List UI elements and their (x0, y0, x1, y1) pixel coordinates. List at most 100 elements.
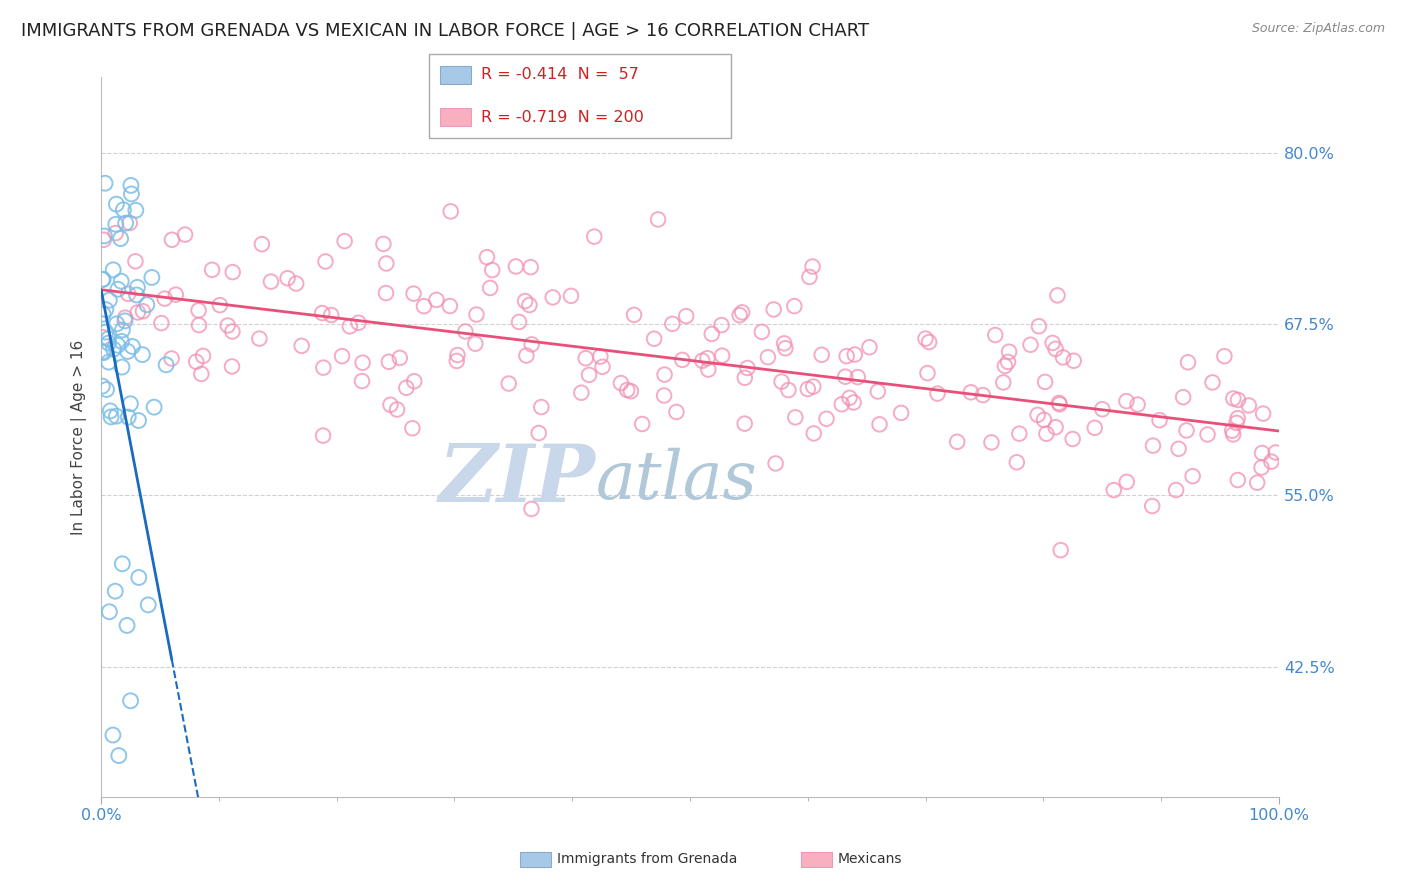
Point (675, 309, 697, 323)
Point (799, 269, 821, 284)
Point (616, 383, 638, 397)
Point (388, 351, 411, 365)
Point (375, 286, 398, 301)
Point (1126, 398, 1149, 412)
Point (1049, 543, 1071, 558)
Point (114, 310, 136, 325)
Point (312, 428, 335, 442)
Point (98, 293, 121, 308)
Point (569, 385, 592, 400)
Point (188, 318, 211, 332)
Point (112, 202, 135, 217)
Point (980, 435, 1002, 450)
Point (575, 351, 598, 366)
Point (312, 360, 335, 375)
Point (107, 748, 129, 763)
Point (1246, 475, 1268, 490)
Point (375, 256, 398, 270)
Point (520, 337, 543, 351)
Point (700, 326, 723, 341)
Point (631, 417, 654, 431)
Point (155, 358, 177, 372)
Point (127, 280, 149, 294)
Point (110, 274, 132, 288)
Point (114, 216, 136, 230)
Point (803, 426, 825, 441)
Point (373, 236, 395, 251)
Point (1222, 427, 1244, 442)
Point (1045, 342, 1067, 356)
Point (1220, 424, 1243, 438)
Point (446, 348, 468, 362)
Point (117, 344, 139, 359)
Point (352, 356, 374, 370)
Point (1251, 407, 1274, 421)
Point (100, 409, 122, 424)
Point (404, 374, 426, 388)
Point (402, 286, 425, 301)
Point (136, 598, 159, 612)
Point (97, 336, 120, 351)
Point (104, 226, 127, 240)
Point (120, 186, 142, 201)
Point (110, 231, 132, 245)
Point (141, 270, 163, 285)
Point (107, 282, 129, 296)
Point (1005, 455, 1028, 469)
Point (105, 197, 128, 211)
Point (1181, 469, 1204, 483)
Point (592, 359, 614, 374)
Point (762, 302, 785, 317)
Point (520, 502, 543, 516)
Point (560, 289, 582, 303)
Point (186, 355, 208, 369)
Point (710, 318, 733, 332)
Point (131, 348, 153, 362)
Point (378, 355, 401, 369)
Point (111, 557, 134, 571)
Point (1102, 483, 1125, 497)
Point (94, 176, 117, 190)
Point (475, 250, 498, 264)
Point (350, 374, 373, 388)
Point (654, 368, 676, 382)
Point (1164, 483, 1187, 497)
Point (623, 308, 645, 322)
Point (191, 349, 214, 363)
Point (998, 344, 1021, 359)
Y-axis label: In Labor Force | Age > 16: In Labor Force | Age > 16 (72, 340, 87, 534)
Point (1042, 335, 1064, 350)
Point (866, 384, 889, 399)
Point (120, 397, 142, 411)
Point (150, 316, 173, 330)
Point (125, 203, 148, 218)
Point (285, 277, 308, 291)
Point (117, 410, 139, 425)
Point (756, 350, 779, 364)
Point (946, 434, 969, 449)
Point (972, 388, 994, 402)
Point (914, 332, 936, 346)
Point (481, 263, 503, 277)
Point (1045, 420, 1067, 434)
Point (1227, 392, 1250, 407)
Point (1251, 446, 1274, 460)
Point (801, 379, 824, 393)
Point (121, 339, 143, 353)
Point (413, 299, 436, 313)
Point (665, 405, 688, 419)
Point (97, 332, 120, 346)
Point (1167, 442, 1189, 456)
Text: R = -0.414  N =  57: R = -0.414 N = 57 (481, 67, 638, 82)
Point (260, 275, 283, 289)
Point (519, 298, 541, 312)
Point (339, 319, 361, 334)
Point (439, 299, 461, 313)
Text: R = -0.719  N = 200: R = -0.719 N = 200 (481, 110, 644, 125)
Point (315, 254, 337, 268)
Point (94, 325, 117, 339)
Point (190, 367, 212, 381)
Point (960, 385, 983, 400)
Point (91, 330, 114, 344)
Point (250, 237, 273, 252)
